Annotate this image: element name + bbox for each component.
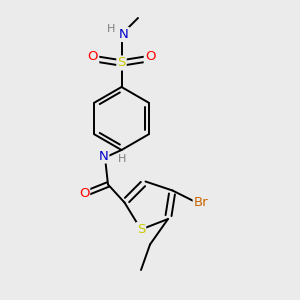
Text: O: O bbox=[145, 50, 155, 64]
Text: Br: Br bbox=[194, 196, 208, 209]
Text: O: O bbox=[88, 50, 98, 64]
Text: O: O bbox=[79, 187, 89, 200]
Text: N: N bbox=[99, 149, 108, 163]
Text: N: N bbox=[119, 28, 129, 41]
Text: H: H bbox=[107, 23, 115, 34]
Text: S: S bbox=[117, 56, 126, 70]
Text: H: H bbox=[118, 154, 126, 164]
Text: S: S bbox=[137, 223, 145, 236]
